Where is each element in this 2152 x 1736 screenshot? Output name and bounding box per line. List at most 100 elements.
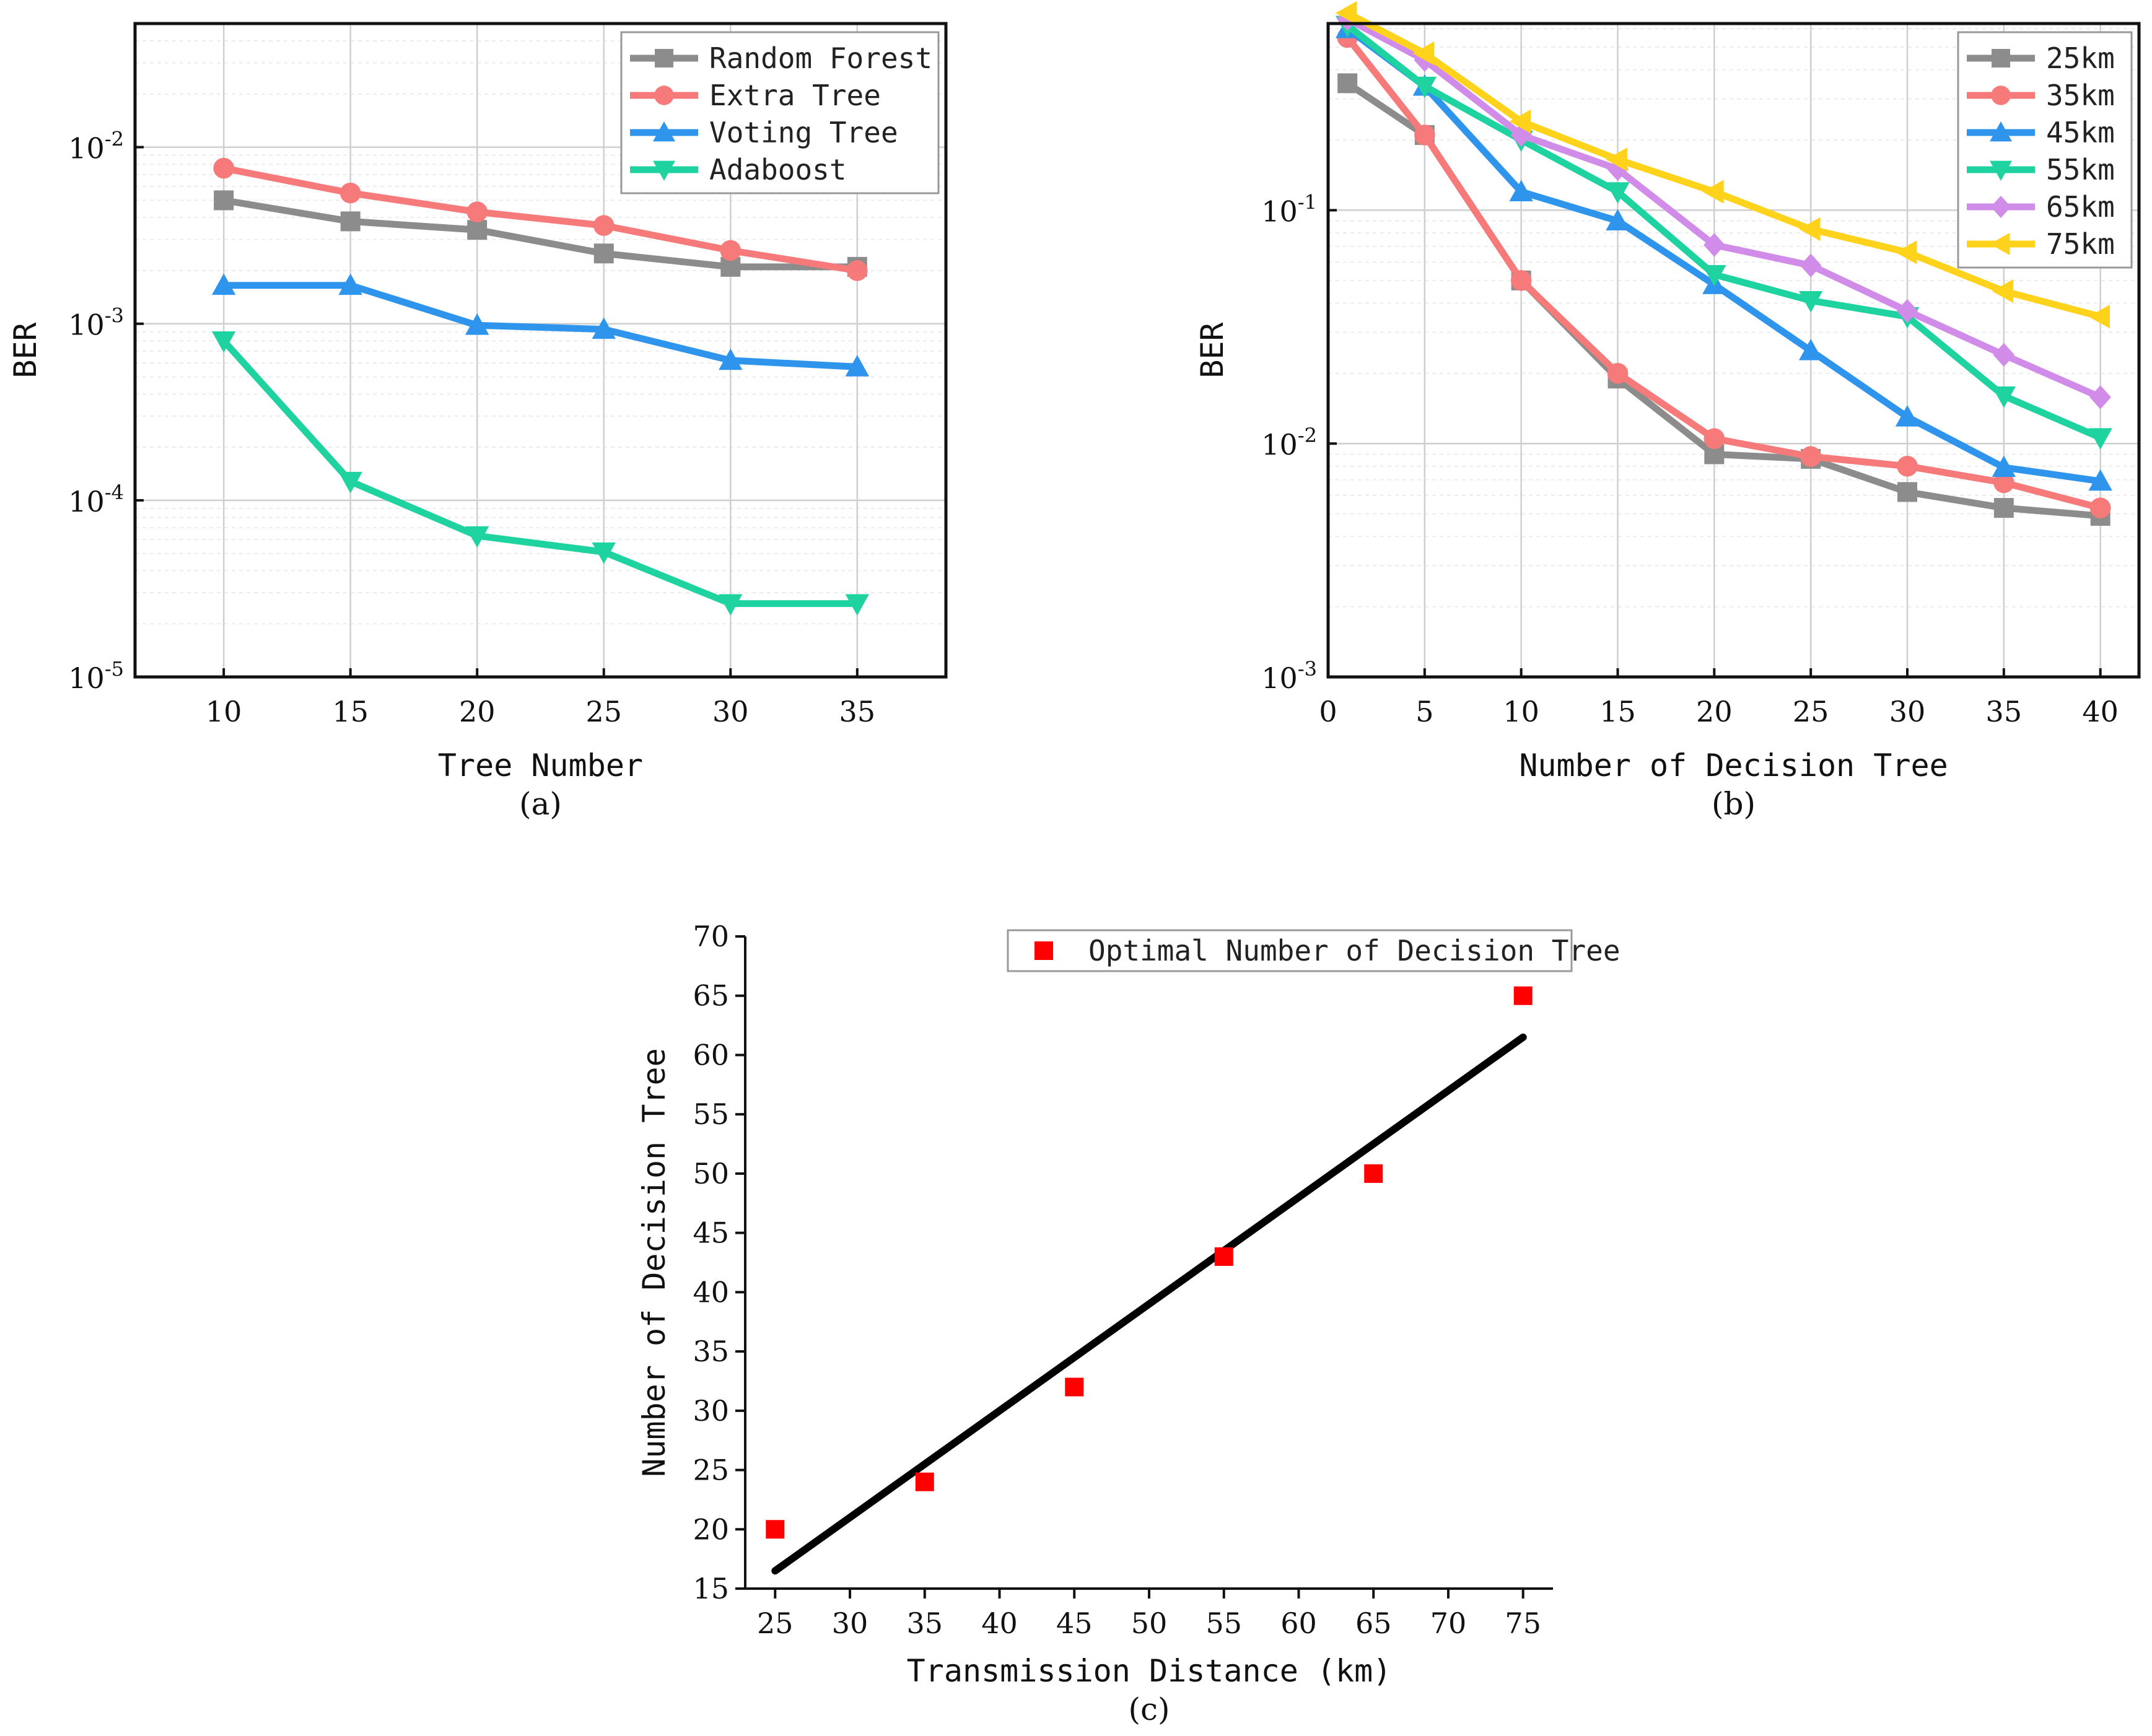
chart-c-xtick-label: 35 — [907, 1607, 943, 1640]
chart-c-xtick-label: 30 — [832, 1607, 868, 1640]
chart-b-ylabel: BER — [1194, 321, 1230, 378]
chart-a-xlabel: Tree Number — [438, 748, 643, 783]
chart-a-xtick-label: 25 — [585, 695, 622, 728]
chart-b-legend-marker-3 — [1990, 160, 2012, 181]
chart-b-point-4-4 — [1704, 233, 1725, 257]
chart-b-point-4-8 — [2089, 385, 2111, 409]
chart-c-ytick-label: 30 — [693, 1394, 729, 1428]
chart-c-caption: (c) — [1128, 1691, 1170, 1727]
chart-b-point-5-0 — [1335, 1, 1357, 25]
chart-a-point-3-0 — [211, 331, 236, 353]
chart-a-legend-marker-0 — [655, 49, 673, 68]
chart-b-point-4-7 — [1993, 342, 2015, 367]
chart-a-point-3-3 — [592, 542, 616, 564]
chart-c-ytick-label: 20 — [693, 1512, 729, 1546]
chart-a-legend-label-1: Extra Tree — [709, 79, 881, 112]
chart-b-xtick-label: 0 — [1319, 695, 1337, 728]
chart-b: 0 5 10 15 20 25 30 35 40 10-3 10-2 10-1 Number of … — [1194, 1, 2141, 822]
chart-a-ytick-label: 10-5 — [68, 657, 124, 695]
chart-b-point-2-3 — [1606, 209, 1630, 231]
chart-c-point-4 — [1364, 1164, 1383, 1183]
chart-b-point-5-8 — [2088, 305, 2110, 329]
chart-b-point-5-1 — [1412, 41, 1435, 66]
chart-a-point-1-5 — [847, 260, 868, 281]
chart-c-point-5 — [1513, 986, 1533, 1005]
chart-a-legend-marker-1 — [654, 85, 674, 105]
chart-c-legend-label-0: Optimal Number of Decision Tree — [1088, 934, 1621, 967]
chart-c: 25 30 35 40 45 50 55 60 65 70 75 15 20 25 30 35 40 45 50 5… — [636, 920, 1621, 1727]
chart-b-legend-marker-4 — [1990, 196, 2011, 218]
chart-a-point-2-2 — [465, 313, 489, 335]
chart-a-legend-marker-2 — [653, 121, 675, 142]
chart-c-xtick-label: 70 — [1430, 1607, 1467, 1640]
chart-b-legend-marker-2 — [1990, 121, 2012, 142]
chart-c-xtick-label: 25 — [757, 1607, 794, 1640]
chart-b-xtick-label: 20 — [1696, 695, 1733, 728]
chart-c-point-1 — [915, 1472, 934, 1491]
chart-c-ytick-label: 25 — [693, 1454, 729, 1487]
chart-a-point-1-3 — [593, 215, 615, 236]
chart-b-point-5-7 — [1992, 279, 2014, 303]
chart-b-legend-label-0: 25km — [2046, 41, 2115, 75]
chart-a-xtick-label: 35 — [839, 695, 876, 728]
chart-b-point-3-4 — [1702, 264, 1726, 287]
chart-b-legend-label-5: 75km — [2046, 227, 2115, 261]
chart-b-ytick-label: 10-3 — [1261, 657, 1317, 695]
chart-c-point-0 — [766, 1520, 785, 1539]
chart-c-legend: Optimal Number of Decision Tree — [1007, 929, 1621, 972]
chart-a-line-1 — [220, 165, 861, 274]
chart-b-xtick-label: 30 — [1889, 695, 1926, 728]
chart-b-point-5-4 — [1702, 180, 1724, 204]
chart-b-point-0-7 — [1993, 498, 2014, 518]
chart-c-xtick-label: 60 — [1280, 1607, 1317, 1640]
chart-a-ylabel: BER — [7, 321, 43, 378]
chart-b-point-0-6 — [1897, 482, 1917, 502]
chart-b-xtick-label: 15 — [1599, 695, 1636, 728]
chart-c-ylabel: Number of Decision Tree — [636, 1048, 672, 1476]
chart-a-legend-marker-3 — [653, 160, 675, 181]
chart-b-point-5-6 — [1895, 240, 1917, 264]
chart-b-caption: (b) — [1712, 786, 1756, 822]
chart-b-point-3-7 — [1992, 386, 2016, 408]
chart-b-legend-label-4: 65km — [2046, 190, 2115, 224]
chart-b-ytick-label: 10-1 — [1261, 190, 1317, 228]
chart-a-ytick-label: 10-2 — [68, 128, 124, 165]
chart-b-point-1-8 — [2089, 497, 2111, 518]
chart-b-point-5-3 — [1606, 147, 1627, 172]
chart-a-ytick-label: 10-4 — [68, 481, 124, 518]
chart-c-fit-line — [771, 1033, 1527, 1575]
chart-c-point-3 — [1214, 1247, 1233, 1266]
chart-c-ytick-label: 45 — [693, 1216, 729, 1250]
chart-b-point-2-8 — [2088, 469, 2112, 491]
chart-c-ytick-label: 60 — [693, 1038, 729, 1071]
chart-b-point-4-6 — [1896, 299, 1918, 323]
chart-a-point-0-3 — [593, 243, 614, 264]
chart-a-point-2-5 — [845, 355, 870, 377]
chart-a-point-0-1 — [340, 211, 361, 232]
chart-c-ytick-label: 70 — [693, 920, 729, 953]
chart-c-xtick-label: 50 — [1131, 1607, 1168, 1640]
chart-b-point-1-7 — [1993, 472, 2014, 494]
chart-c-ytick-label: 55 — [693, 1097, 729, 1131]
chart-b-xlabel: Number of Decision Tree — [1519, 748, 1948, 783]
chart-b-point-1-3 — [1607, 362, 1629, 384]
chart-b-legend-marker-5 — [1990, 233, 2010, 255]
chart-b-point-3-3 — [1606, 182, 1630, 204]
chart-a-point-1-2 — [466, 201, 488, 222]
chart-b-point-1-4 — [1704, 428, 1725, 450]
chart-c-xlabel: Transmission Distance (km) — [907, 1653, 1392, 1689]
chart-b-xtick-label: 25 — [1793, 695, 1829, 728]
chart-a-point-2-0 — [211, 273, 236, 295]
chart-b-xtick-label: 35 — [1986, 695, 2023, 728]
chart-a-legend: Random Forest Extra Tree Voting Tree Adaboo… — [620, 31, 940, 194]
chart-a-point-2-1 — [338, 273, 362, 295]
chart-b-point-1-2 — [1510, 270, 1532, 291]
chart-c-xtick-label: 55 — [1205, 1607, 1242, 1640]
chart-b-point-1-6 — [1897, 455, 1918, 477]
chart-b-point-2-2 — [1509, 180, 1533, 201]
chart-a-point-3-5 — [845, 594, 870, 616]
chart-b-point-4-5 — [1800, 253, 1822, 277]
chart-a-xtick-label: 10 — [206, 695, 242, 728]
chart-a-ytick-label: 10-3 — [68, 304, 124, 342]
